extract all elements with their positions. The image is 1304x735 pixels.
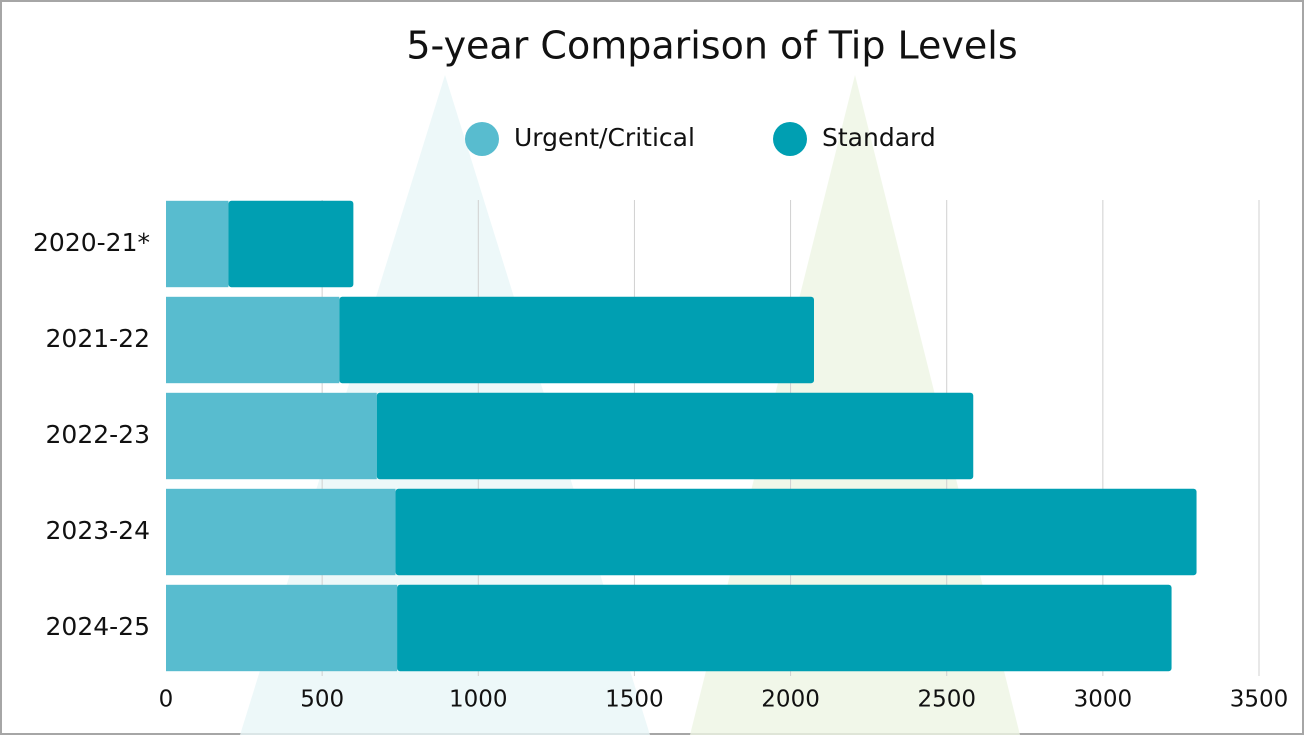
bar-segment bbox=[397, 585, 1171, 671]
chart: 5-year Comparison of Tip Levels 0 500 1000… bbox=[0, 0, 1304, 735]
bar-segment bbox=[166, 393, 377, 479]
bar-segment bbox=[339, 297, 814, 383]
bar-segment bbox=[228, 201, 353, 287]
x-tick-label: 2000 bbox=[761, 687, 820, 713]
bar-segment bbox=[166, 489, 396, 575]
bar-segment bbox=[166, 585, 397, 671]
x-tick-label: 1500 bbox=[605, 687, 664, 713]
x-tick-label: 2500 bbox=[917, 687, 976, 713]
y-tick-label: 2024-25 bbox=[46, 612, 150, 641]
y-tick-label: 2021-22 bbox=[46, 324, 150, 353]
y-tick-label: 2023-24 bbox=[46, 516, 150, 545]
x-tick-label: 500 bbox=[300, 687, 344, 713]
y-tick-label: 2020-21* bbox=[33, 228, 150, 257]
bar-segment bbox=[166, 297, 339, 383]
chart-title: 5-year Comparison of Tip Levels bbox=[406, 24, 1017, 68]
bar-segment bbox=[396, 489, 1197, 575]
x-tick-label: 1000 bbox=[449, 687, 508, 713]
y-tick-label: 2022-23 bbox=[46, 420, 150, 449]
legend-swatch bbox=[465, 122, 499, 156]
legend-label: Standard bbox=[822, 123, 936, 152]
x-tick-label: 0 bbox=[159, 687, 174, 713]
legend-label: Urgent/Critical bbox=[514, 123, 695, 152]
x-tick-label: 3000 bbox=[1074, 687, 1133, 713]
bar-segment bbox=[377, 393, 973, 479]
bar-segment bbox=[166, 201, 228, 287]
page: 5-year Comparison of Tip Levels 0 500 1000… bbox=[0, 0, 1304, 735]
x-tick-label: 3500 bbox=[1230, 687, 1289, 713]
legend-swatch bbox=[773, 122, 807, 156]
